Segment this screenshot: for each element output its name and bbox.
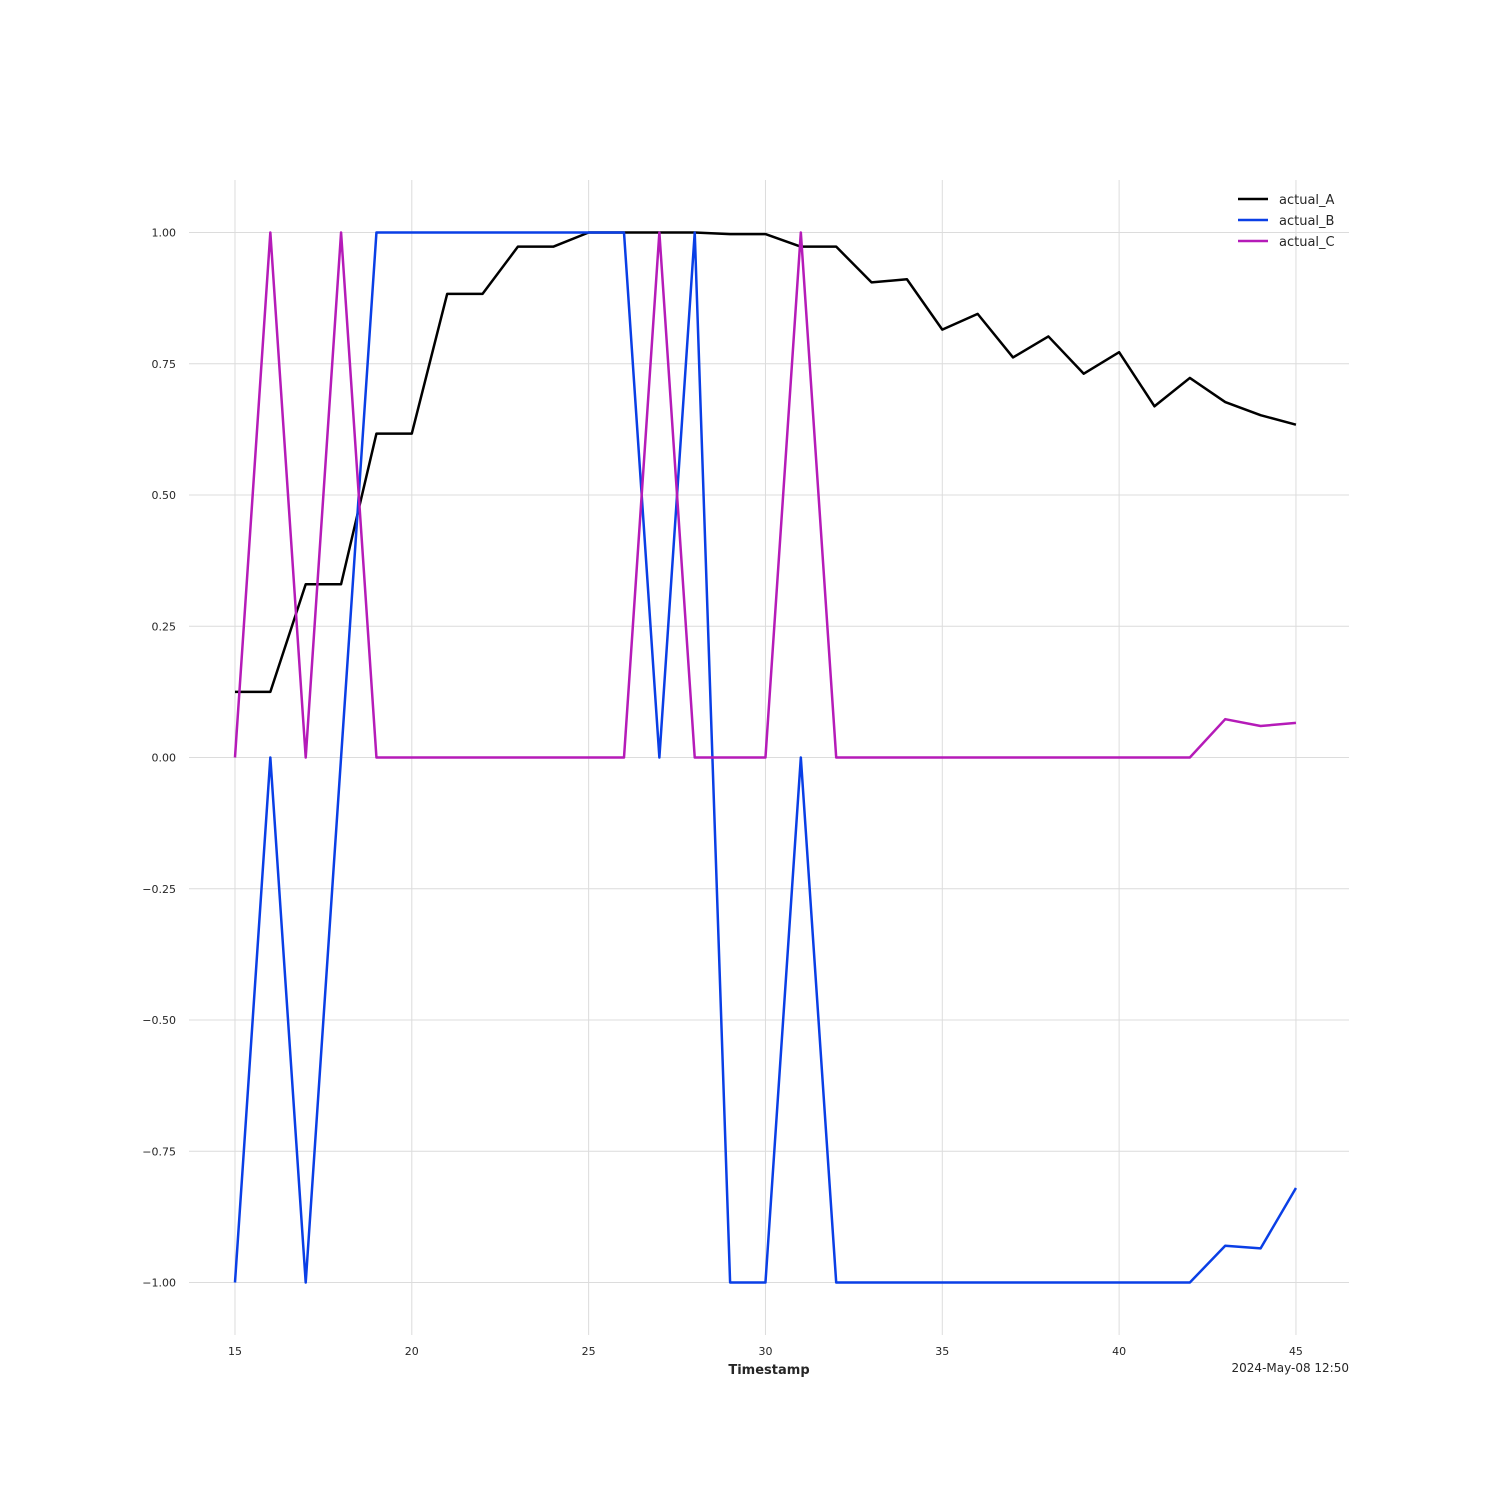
legend-label-actual_B: actual_B	[1279, 214, 1334, 229]
x-tick-label: 45	[1289, 1345, 1303, 1358]
y-tick-labels: −1.00 −0.75 −0.50 −0.25 0.00 0.25 0.50 0.75 1.00	[142, 227, 176, 1290]
y-tick-label: −1.00	[142, 1277, 176, 1290]
y-tick-label: 1.00	[152, 227, 177, 240]
x-tick-label: 35	[935, 1345, 949, 1358]
x-axis-title: Timestamp	[728, 1363, 809, 1378]
legend-label-actual_A: actual_A	[1279, 193, 1335, 208]
x-tick-label: 25	[582, 1345, 596, 1358]
y-tick-label: 0.75	[152, 358, 177, 371]
series-line-actual_C	[233, 231, 1297, 759]
legend-label-actual_C: actual_C	[1279, 235, 1335, 250]
y-tick-label: −0.25	[142, 883, 176, 896]
x-tick-label: 30	[758, 1345, 772, 1358]
y-tick-label: 0.50	[152, 489, 177, 502]
x-tick-label: 40	[1112, 1345, 1126, 1358]
series-line-actual_A	[234, 231, 1297, 694]
y-tick-label: 0.25	[152, 620, 177, 633]
y-tick-label: 0.00	[152, 752, 177, 765]
legend: actual_A actual_B actual_C	[1238, 193, 1335, 250]
series-layer	[233, 231, 1298, 1284]
series-line-actual_B	[233, 231, 1298, 1284]
timestamp-annotation: 2024-May-08 12:50	[1232, 1361, 1349, 1375]
y-tick-label: −0.75	[142, 1145, 176, 1158]
y-tick-label: −0.50	[142, 1014, 176, 1027]
x-tick-label: 15	[228, 1345, 242, 1358]
x-tick-label: 20	[405, 1345, 419, 1358]
x-tick-labels: 15 20 25 30 35 40 45	[228, 1345, 1303, 1358]
